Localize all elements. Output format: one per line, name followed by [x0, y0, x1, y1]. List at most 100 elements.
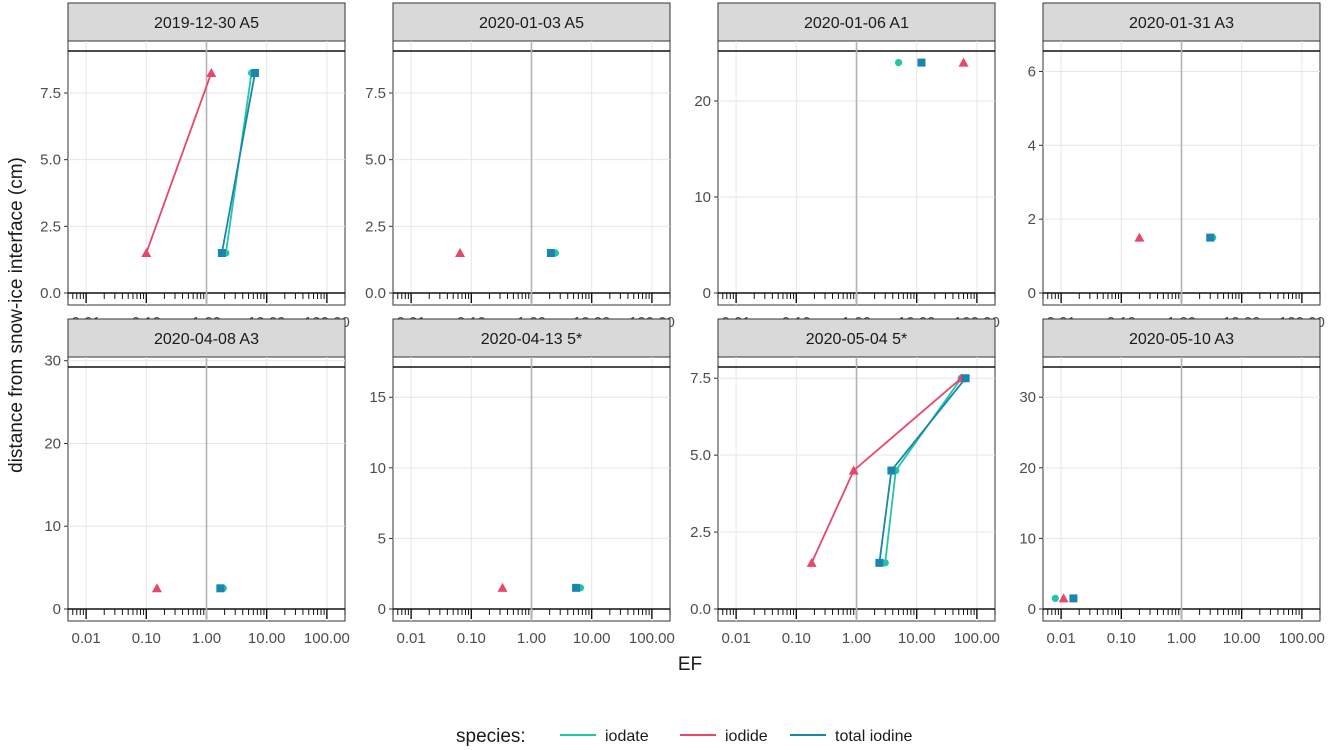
- data-point: [206, 68, 217, 77]
- panel-strip: [717, 318, 996, 358]
- panel-strip: [1042, 2, 1321, 42]
- x-tick-label: 10.00: [1223, 630, 1261, 647]
- panel-title: 2020-01-31 A3: [1129, 15, 1234, 32]
- y-tick-label: 2.5: [690, 524, 711, 541]
- y-tick-label: 0: [378, 601, 386, 618]
- data-point: [141, 248, 152, 257]
- x-tick-label: 0.10: [782, 630, 811, 647]
- y-tick-label: 10: [694, 189, 711, 206]
- panel-strip: [67, 2, 346, 42]
- x-tick-label: 0.10: [1107, 630, 1136, 647]
- panel-strip: [1042, 318, 1321, 358]
- series-line: [810, 377, 962, 564]
- x-tick-label: 0.01: [1047, 630, 1076, 647]
- x-tick-label: 1.00: [1167, 630, 1196, 647]
- series-line: [221, 72, 256, 254]
- panel-title: 2020-05-10 A3: [1129, 331, 1234, 348]
- y-tick-label: 2: [1028, 211, 1036, 228]
- y-tick-label: 5.0: [365, 152, 386, 169]
- data-point: [848, 465, 859, 475]
- legend-label: iodide: [725, 728, 768, 745]
- data-point: [894, 59, 903, 67]
- legend-title: species:: [456, 726, 526, 747]
- legend-label: iodate: [605, 728, 649, 745]
- y-tick-label: 5.0: [690, 447, 711, 464]
- y-tick-label: 0: [1028, 601, 1036, 618]
- data-point: [546, 249, 555, 257]
- data-point: [1206, 233, 1215, 242]
- y-tick-label: 10: [369, 460, 386, 477]
- data-point: [881, 559, 889, 567]
- x-tick-label: 0.10: [132, 630, 161, 647]
- data-point: [217, 249, 226, 257]
- y-tick-label: 10: [44, 518, 61, 535]
- data-point: [1134, 232, 1145, 242]
- panel-title: 2020-01-06 A1: [804, 15, 909, 32]
- x-tick-label: 0.10: [457, 630, 486, 647]
- data-point: [455, 248, 466, 257]
- y-tick-label: 0: [1028, 285, 1036, 302]
- legend-label: total iodine: [835, 728, 912, 745]
- y-tick-label: 20: [694, 93, 711, 110]
- x-tick-label: 1.00: [517, 630, 546, 647]
- y-tick-label: 5.0: [40, 152, 61, 169]
- x-tick-label: 0.01: [397, 630, 426, 647]
- data-point: [875, 558, 884, 567]
- y-tick-label: 2.5: [40, 218, 61, 235]
- y-tick-label: 0: [703, 285, 711, 302]
- x-axis-title: EF: [678, 654, 702, 675]
- panel: 2020-05-10 A3 0 10 20 30 0.01 0.10 1.00 10.00 100…: [1019, 318, 1325, 647]
- x-tick-label: 10.00: [573, 630, 611, 647]
- y-tick-label: 4: [1028, 137, 1036, 154]
- x-tick-label: 10.00: [898, 630, 936, 647]
- y-tick-label: 2.5: [365, 218, 386, 235]
- panel-strip: [67, 318, 346, 358]
- panel-title: 2020-04-13 5*: [481, 331, 582, 348]
- series-line: [145, 72, 213, 254]
- y-tick-label: 0.0: [690, 601, 711, 618]
- y-tick-label: 0: [53, 601, 61, 618]
- panel: 2020-04-08 A3 0 10 20 30 0.01 0.10 1.00 10.00 100…: [44, 318, 350, 647]
- y-axis-title: distance from snow-ice interface (cm): [6, 157, 27, 473]
- panel-title: 2020-04-08 A3: [154, 331, 259, 348]
- data-point: [1069, 594, 1078, 603]
- y-tick-label: 30: [1019, 389, 1036, 406]
- panel: 2020-04-13 5* 0 5 10 15 0.01 0.10 1.00 10.00 100.…: [369, 318, 675, 647]
- panel: 2020-01-03 A50.02.55.07.50.010.101.0010.…: [365, 2, 675, 331]
- y-tick-label: 0.0: [365, 285, 386, 302]
- panel: 2020-01-06 A1010200.010.101.0010.00100.0…: [694, 2, 1000, 331]
- x-tick-label: 0.01: [72, 630, 101, 647]
- x-tick-label: 1.00: [842, 630, 871, 647]
- y-tick-label: 20: [1019, 460, 1036, 477]
- x-tick-label: 100.00: [629, 630, 675, 647]
- y-tick-label: 6: [1028, 63, 1036, 80]
- data-point: [887, 466, 896, 475]
- y-tick-label: 15: [369, 389, 386, 406]
- data-point: [251, 69, 260, 77]
- y-tick-label: 5: [378, 530, 386, 547]
- data-point: [1051, 594, 1059, 603]
- x-tick-label: 100.00: [954, 630, 1000, 647]
- x-tick-label: 10.00: [248, 630, 286, 647]
- panel: 2019-12-30 A50.02.55.07.50.010.101.0010.…: [40, 2, 350, 331]
- panel-strip: [392, 318, 671, 358]
- legend: species: iodate iodide total iodine: [456, 726, 912, 747]
- data-point: [497, 582, 508, 592]
- panel-title: 2020-05-04 5*: [806, 331, 907, 348]
- data-point: [806, 557, 817, 567]
- data-point: [572, 583, 581, 592]
- y-tick-label: 10: [1019, 530, 1036, 547]
- y-tick-label: 0.0: [40, 285, 61, 302]
- panel-title: 2020-01-03 A5: [479, 15, 584, 32]
- x-tick-label: 100.00: [304, 630, 350, 647]
- y-tick-label: 7.5: [365, 85, 386, 102]
- data-point: [151, 583, 162, 593]
- chart-panels: 2019-12-30 A5 0.0 2.5 5.0 7.5 0.01 0.10 1.00 10.…: [40, 2, 1325, 647]
- y-tick-label: 30: [44, 353, 61, 370]
- y-tick-label: 7.5: [40, 85, 61, 102]
- data-point: [216, 584, 225, 593]
- x-tick-label: 1.00: [192, 630, 221, 647]
- data-point: [958, 57, 969, 67]
- data-point: [1058, 593, 1069, 603]
